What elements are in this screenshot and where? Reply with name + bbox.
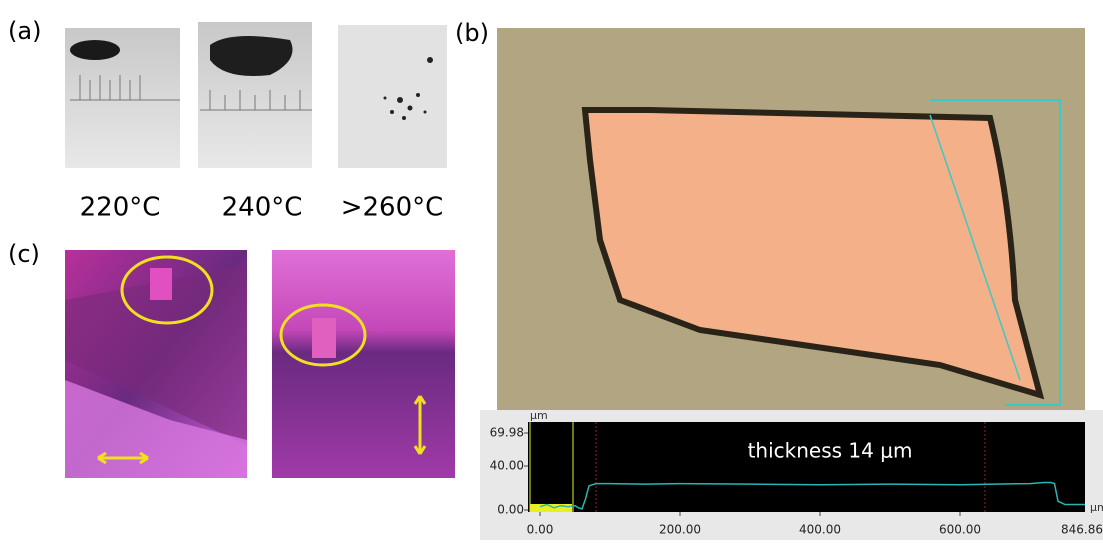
annotation: thickness 14 μm (748, 439, 913, 463)
photo (198, 22, 312, 168)
figure: (a) (b) (c) 220°C 240°C >260°C (0, 0, 1103, 540)
photo (65, 250, 247, 478)
panel-label: (a) (8, 17, 41, 45)
x-tick-label: 400.00 (799, 523, 841, 537)
y-tick-label: 0.00 (497, 503, 524, 517)
panel-label: (b) (455, 19, 489, 47)
x-tick-label: 0.00 (527, 523, 554, 537)
caption: >260°C (341, 193, 444, 223)
photo (272, 250, 455, 478)
y-tick-label: 40.00 (490, 458, 524, 472)
photo (338, 25, 447, 168)
x-axis-label: μm (1090, 501, 1103, 514)
x-tick-label: 600.00 (939, 523, 981, 537)
photo (65, 28, 180, 168)
x-tick-label: 846.86 (1061, 523, 1103, 537)
y-axis-label: μm (530, 409, 548, 422)
caption: 240°C (222, 193, 303, 223)
y-tick-label: 69.98 (490, 426, 524, 440)
panel-label: (c) (8, 240, 40, 268)
plot-area (528, 422, 1085, 512)
micrograph (497, 28, 1085, 410)
caption: 220°C (80, 193, 161, 223)
x-tick-label: 200.00 (659, 523, 701, 537)
